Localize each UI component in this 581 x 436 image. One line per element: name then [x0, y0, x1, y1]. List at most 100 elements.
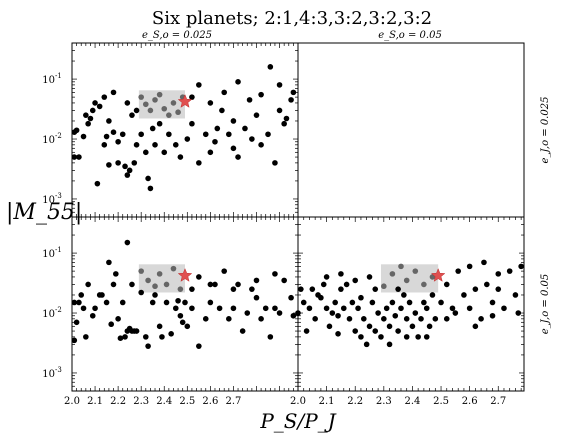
- data-point: [83, 334, 89, 340]
- data-point: [101, 142, 108, 148]
- box-data-point: [138, 268, 144, 274]
- box-data-point: [156, 271, 163, 277]
- data-point: [340, 305, 347, 312]
- data-point: [177, 154, 184, 160]
- data-point: [443, 316, 450, 322]
- data-point: [338, 286, 344, 292]
- x-tick-label: 2.5: [179, 396, 195, 407]
- box-data-point: [398, 263, 404, 270]
- data-point: [267, 334, 274, 340]
- data-point: [515, 310, 522, 316]
- data-point: [133, 142, 140, 148]
- data-point: [358, 334, 364, 340]
- data-point: [352, 277, 359, 284]
- data-point: [138, 289, 144, 296]
- data-point: [196, 274, 202, 280]
- data-point: [71, 337, 78, 344]
- data-point: [267, 64, 274, 70]
- data-point: [329, 310, 336, 316]
- data-point: [207, 281, 214, 288]
- box-data-point: [147, 107, 154, 114]
- data-point: [326, 323, 333, 330]
- data-point: [179, 319, 186, 326]
- data-point: [281, 277, 287, 284]
- x-axis-label: P_S/P_J: [259, 409, 336, 433]
- box-data-point: [161, 105, 168, 112]
- data-point: [152, 142, 158, 148]
- box-data-point: [177, 286, 184, 292]
- data-point: [85, 120, 91, 127]
- data-point: [398, 305, 404, 312]
- data-point: [358, 294, 364, 301]
- x-tick-label: 2.1: [319, 396, 335, 407]
- data-point: [372, 286, 379, 292]
- data-point: [300, 299, 307, 306]
- box-data-point: [152, 283, 158, 290]
- data-point: [133, 107, 140, 114]
- data-point: [230, 305, 237, 312]
- data-point: [506, 268, 513, 274]
- data-point: [101, 94, 108, 100]
- data-point: [133, 328, 140, 334]
- data-point: [156, 323, 163, 330]
- box-data-point: [138, 94, 144, 100]
- data-point: [265, 131, 271, 138]
- data-point: [258, 91, 264, 98]
- data-point: [242, 125, 248, 132]
- data-point: [258, 142, 264, 148]
- panels-group: 10-310-210-110-310-210-12.0 2.1 2.2 2.3 2.4 2…: [42, 42, 525, 407]
- data-point: [103, 299, 110, 306]
- data-point: [343, 281, 350, 288]
- data-point: [207, 100, 214, 106]
- data-point: [366, 323, 373, 330]
- data-point: [184, 323, 191, 330]
- data-point: [429, 292, 436, 298]
- data-point: [226, 131, 232, 138]
- reference-star: [177, 268, 193, 282]
- data-point: [375, 310, 381, 316]
- x-tick-label: 2.2: [347, 396, 363, 407]
- data-point: [312, 316, 318, 322]
- x-tick-label: 2.7: [225, 396, 241, 407]
- data-point: [152, 292, 158, 298]
- data-point: [403, 334, 410, 340]
- data-point: [106, 259, 112, 266]
- data-point: [249, 286, 255, 292]
- data-point: [363, 341, 370, 348]
- data-point: [96, 292, 103, 298]
- data-point: [246, 97, 253, 103]
- data-point: [124, 172, 131, 178]
- data-point: [168, 331, 174, 337]
- data-point: [172, 142, 179, 148]
- data-point: [145, 343, 151, 349]
- data-point: [303, 328, 310, 334]
- data-point: [83, 112, 89, 118]
- data-point: [149, 125, 156, 132]
- data-point: [115, 316, 121, 322]
- data-point: [126, 167, 133, 174]
- data-point: [207, 149, 214, 156]
- data-point: [119, 299, 126, 306]
- data-point: [253, 294, 260, 301]
- data-point: [94, 180, 101, 187]
- data-point: [73, 319, 80, 326]
- data-point: [466, 305, 473, 312]
- x-tick-label: 2.7: [490, 396, 506, 407]
- data-point: [214, 125, 221, 132]
- data-point: [149, 299, 156, 306]
- highlight-box: [380, 264, 439, 293]
- data-point: [272, 305, 278, 312]
- data-point: [349, 299, 356, 306]
- data-point: [76, 154, 82, 160]
- data-point: [423, 305, 430, 312]
- box-data-point: [412, 268, 419, 274]
- data-point: [338, 271, 344, 277]
- data-point: [80, 305, 87, 312]
- x-tick-label: 2.3: [376, 396, 392, 407]
- y-tick-label: 10-1: [42, 246, 62, 260]
- data-point: [147, 185, 154, 192]
- data-point: [129, 112, 135, 118]
- box-data-point: [163, 281, 170, 288]
- data-point: [360, 316, 367, 322]
